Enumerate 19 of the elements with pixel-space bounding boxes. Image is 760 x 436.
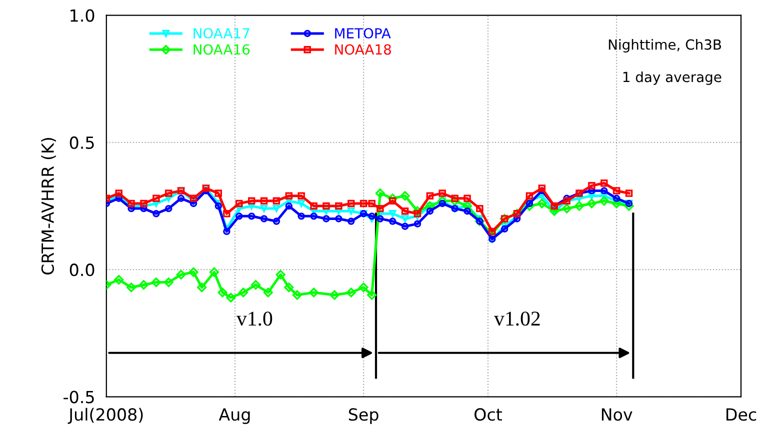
legend-label: METOPA xyxy=(335,28,391,39)
y-tick-label: 0.0 xyxy=(70,264,94,276)
y-tick-label: -0.5 xyxy=(64,390,94,404)
annotation: 1 day average xyxy=(623,71,722,85)
x-tick-label: Sep xyxy=(348,408,378,424)
x-tick-label: Dec xyxy=(726,408,756,421)
y-tick-label: 0.5 xyxy=(70,136,94,149)
x-tick-label: Oct xyxy=(474,408,502,421)
x-tick-label: Jul(2008) xyxy=(68,408,143,424)
y-tick-label: 1.0 xyxy=(70,9,94,22)
legend-label: NOAA18 xyxy=(335,44,391,55)
annotation: Nighttime, Ch3B xyxy=(608,39,721,52)
x-tick-label: Nov xyxy=(602,408,632,421)
x-tick-label: Aug xyxy=(218,408,250,424)
legend-label: NOAA17 xyxy=(194,28,250,39)
y-axis-title: CRTM-AVHRR (K) xyxy=(41,138,56,275)
annotation: v1.02 xyxy=(494,312,540,326)
annotation: v1.0 xyxy=(236,312,272,326)
legend-label: NOAA16 xyxy=(194,44,250,55)
